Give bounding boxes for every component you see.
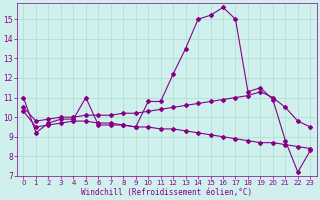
X-axis label: Windchill (Refroidissement éolien,°C): Windchill (Refroidissement éolien,°C) xyxy=(81,188,252,197)
